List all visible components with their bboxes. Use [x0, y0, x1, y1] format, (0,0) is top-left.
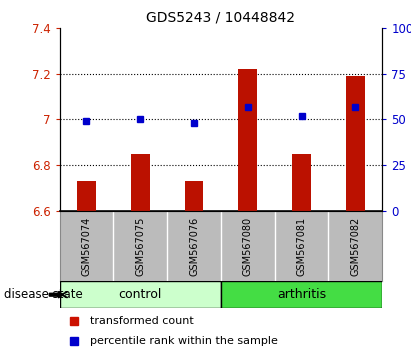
Bar [238, 69, 257, 354]
Title: GDS5243 / 10448842: GDS5243 / 10448842 [146, 10, 296, 24]
Text: GSM567076: GSM567076 [189, 216, 199, 276]
Text: transformed count: transformed count [90, 316, 194, 326]
Bar [60, 281, 221, 308]
Text: percentile rank within the sample: percentile rank within the sample [90, 336, 278, 346]
Text: GSM567080: GSM567080 [243, 216, 253, 276]
Bar [131, 154, 150, 354]
Bar [221, 281, 382, 308]
Text: control: control [118, 288, 162, 301]
Text: GSM567082: GSM567082 [350, 216, 360, 276]
Bar [77, 181, 96, 354]
Text: GSM567081: GSM567081 [297, 216, 307, 276]
Text: GSM567075: GSM567075 [135, 216, 145, 276]
Text: disease state: disease state [4, 288, 83, 301]
Bar [346, 76, 365, 354]
Text: GSM567074: GSM567074 [81, 216, 92, 276]
Bar [185, 181, 203, 354]
Text: arthritis: arthritis [277, 288, 326, 301]
Bar [292, 154, 311, 354]
